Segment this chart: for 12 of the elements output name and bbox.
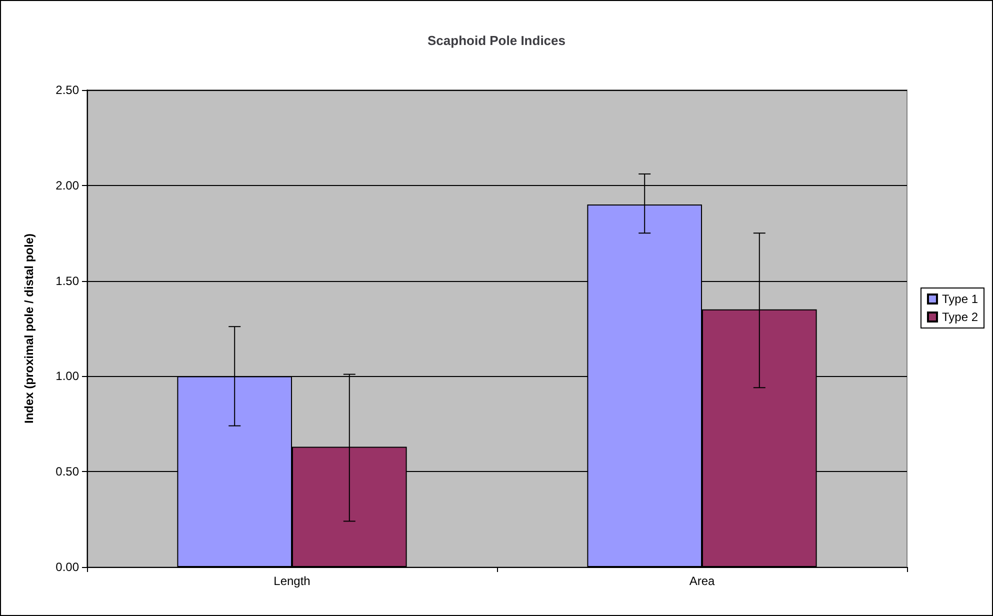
y-tick-label: 1.50: [56, 274, 80, 288]
y-axis-title: Index (proximal pole / distal pole): [22, 233, 36, 424]
y-tick-label: 2.50: [56, 83, 80, 97]
legend-label: Type 2: [942, 310, 978, 324]
y-tick-label: 1.00: [56, 369, 80, 384]
x-tick-label: Area: [689, 574, 715, 588]
legend-label: Type 1: [942, 292, 978, 306]
y-tick-label: 0.00: [56, 560, 80, 574]
x-tick-label: Length: [274, 574, 310, 588]
y-tick-label: 2.00: [56, 178, 80, 192]
y-tick-label: 0.50: [56, 464, 80, 479]
chart-title: Scaphoid Pole Indices: [428, 33, 566, 48]
